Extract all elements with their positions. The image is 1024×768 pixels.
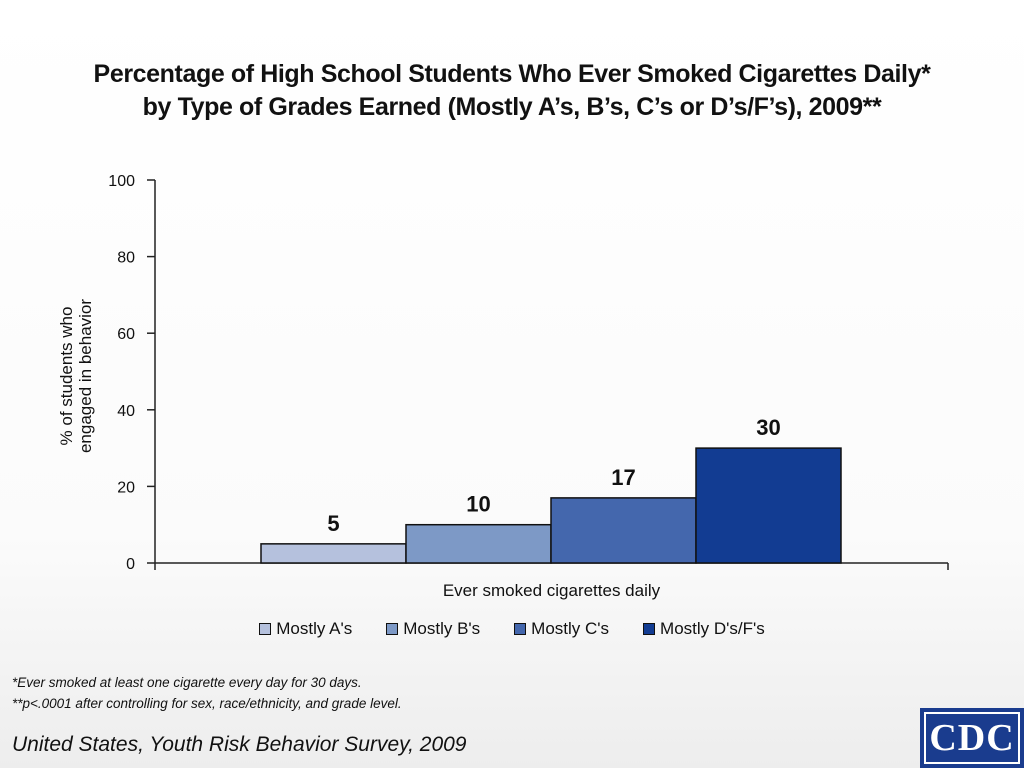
y-tick-label-80: 80 [117, 250, 135, 267]
legend-swatch-mostly-c-s [514, 623, 527, 635]
legend-swatch-mostly-d-s-f-s [643, 623, 656, 635]
cdc-logo: CDC [920, 708, 1024, 768]
bar-mostly-a-s [260, 543, 407, 564]
y-axis-label-line-2: engaged in behavior [76, 299, 95, 453]
legend-label-mostly-d-s-f-s: Mostly D's/F's [660, 619, 765, 638]
legend-item-mostly-b-s: Mostly B's [386, 619, 480, 639]
chart-title: Percentage of High School Students Who E… [0, 58, 1024, 124]
y-axis-label-line-1: % of students who [57, 307, 76, 446]
legend-item-mostly-a-s: Mostly A's [259, 619, 352, 639]
footnotes: *Ever smoked at least one cigarette ever… [12, 672, 402, 714]
chart-legend: Mostly A's Mostly B's Mostly C's Mostly D's… [0, 619, 1024, 639]
y-axis-label: % of students who engaged in behavior [57, 299, 95, 453]
y-tick-label-40: 40 [117, 403, 135, 420]
bar-mostly-c-s [550, 497, 697, 564]
legend-item-mostly-d-s-f-s: Mostly D's/F's [643, 619, 765, 639]
chart-title-line-2: by Type of Grades Earned (Mostly A’s, B’… [142, 93, 882, 121]
chart-title-line-1: Percentage of High School Students Who E… [93, 60, 931, 88]
cdc-logo-text: CDC [929, 717, 1015, 759]
legend-swatch-mostly-a-s [259, 623, 272, 635]
y-tick-label-0: 0 [126, 556, 135, 573]
y-tick-label-20: 20 [117, 479, 135, 496]
y-tick-label-60: 60 [117, 326, 135, 343]
y-tick-label-100: 100 [108, 173, 135, 190]
data-label-mostly-c-s: 17 [611, 465, 635, 490]
footnote-daily-definition: *Ever smoked at least one cigarette ever… [12, 675, 362, 690]
footnote-significance: **p<.0001 after controlling for sex, rac… [12, 696, 402, 711]
legend-item-mostly-c-s: Mostly C's [514, 619, 609, 639]
data-label-mostly-a-s: 5 [327, 511, 339, 536]
source-caption: United States, Youth Risk Behavior Surve… [12, 733, 467, 756]
x-axis-label: Ever smoked cigarettes daily [443, 581, 661, 600]
legend-label-mostly-b-s: Mostly B's [403, 619, 481, 638]
data-label-mostly-b-s: 10 [466, 492, 490, 517]
legend-label-mostly-c-s: Mostly C's [531, 619, 610, 638]
legend-label-mostly-a-s: Mostly A's [276, 619, 353, 638]
bar-mostly-d-s-f-s [695, 447, 842, 564]
data-label-mostly-d-s-f-s: 30 [756, 415, 780, 440]
bar-mostly-b-s [405, 523, 552, 564]
legend-swatch-mostly-b-s [386, 623, 399, 635]
